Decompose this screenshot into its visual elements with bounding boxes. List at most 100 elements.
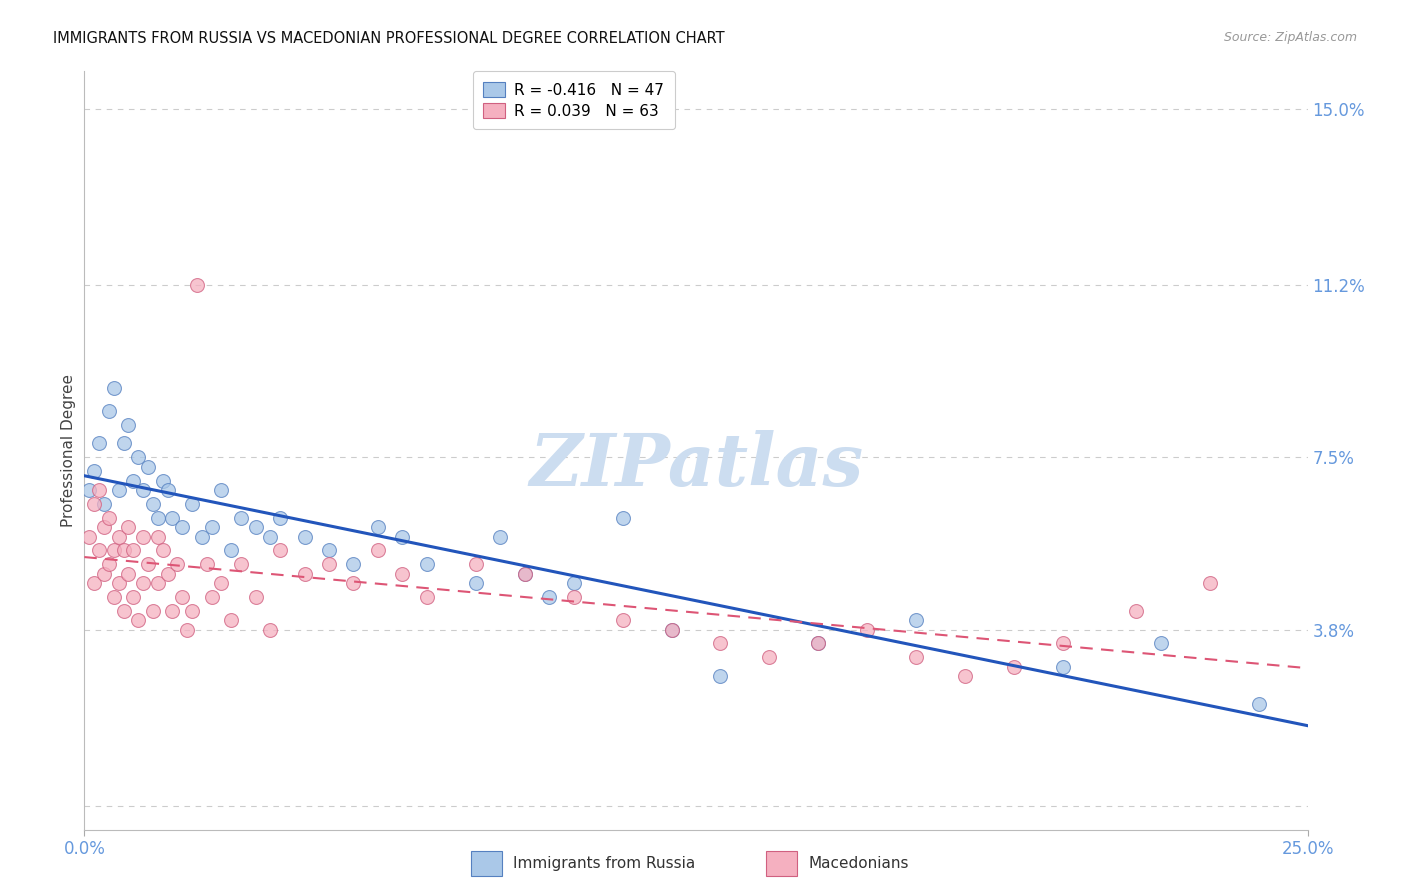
- Point: [186, 278, 208, 293]
- FancyBboxPatch shape: [766, 851, 797, 876]
- Point: [905, 650, 928, 665]
- Point: [146, 511, 169, 525]
- Point: [318, 558, 340, 572]
- Point: [856, 623, 879, 637]
- Point: [1002, 659, 1025, 673]
- Point: [200, 590, 222, 604]
- Point: [513, 566, 536, 581]
- Point: [807, 636, 830, 650]
- Point: [245, 590, 267, 604]
- Point: [132, 576, 155, 591]
- Point: [191, 529, 214, 543]
- Point: [127, 450, 149, 465]
- Point: [513, 566, 536, 581]
- Point: [112, 604, 135, 618]
- Point: [209, 483, 232, 497]
- Point: [489, 529, 512, 543]
- Point: [1150, 636, 1173, 650]
- Point: [562, 590, 585, 604]
- Point: [219, 613, 242, 627]
- Point: [97, 511, 120, 525]
- Point: [83, 497, 105, 511]
- Point: [156, 566, 179, 581]
- Point: [1198, 576, 1220, 591]
- Point: [83, 576, 105, 591]
- Point: [166, 558, 188, 572]
- Point: [416, 558, 439, 572]
- Point: [464, 558, 486, 572]
- Point: [97, 404, 120, 418]
- Point: [103, 543, 125, 558]
- Point: [122, 543, 145, 558]
- Point: [117, 417, 139, 432]
- Point: [87, 436, 110, 450]
- Text: Macedonians: Macedonians: [808, 856, 908, 871]
- Point: [136, 459, 159, 474]
- Y-axis label: Professional Degree: Professional Degree: [60, 374, 76, 527]
- Point: [127, 613, 149, 627]
- Point: [142, 604, 165, 618]
- Point: [1125, 604, 1147, 618]
- Point: [122, 474, 145, 488]
- Point: [181, 604, 204, 618]
- Point: [136, 558, 159, 572]
- Point: [269, 511, 291, 525]
- Point: [162, 604, 184, 618]
- Point: [107, 529, 129, 543]
- Point: [152, 543, 174, 558]
- Point: [758, 650, 780, 665]
- Point: [229, 511, 252, 525]
- Point: [176, 623, 198, 637]
- Point: [612, 613, 634, 627]
- Point: [93, 520, 115, 534]
- Point: [612, 511, 634, 525]
- Point: [709, 669, 731, 683]
- Point: [562, 576, 585, 591]
- Point: [172, 590, 194, 604]
- Point: [259, 623, 281, 637]
- Point: [93, 566, 115, 581]
- Point: [464, 576, 486, 591]
- Point: [77, 529, 100, 543]
- Text: IMMIGRANTS FROM RUSSIA VS MACEDONIAN PROFESSIONAL DEGREE CORRELATION CHART: IMMIGRANTS FROM RUSSIA VS MACEDONIAN PRO…: [53, 31, 725, 46]
- Point: [146, 576, 169, 591]
- Point: [172, 520, 194, 534]
- Point: [367, 543, 389, 558]
- Point: [152, 474, 174, 488]
- Point: [294, 529, 316, 543]
- Point: [318, 543, 340, 558]
- Point: [103, 381, 125, 395]
- Point: [87, 483, 110, 497]
- Text: Source: ZipAtlas.com: Source: ZipAtlas.com: [1223, 31, 1357, 45]
- Point: [122, 590, 145, 604]
- Point: [1247, 697, 1270, 711]
- Point: [661, 623, 683, 637]
- Point: [391, 566, 413, 581]
- Point: [538, 590, 561, 604]
- Point: [146, 529, 169, 543]
- Point: [367, 520, 389, 534]
- Point: [342, 558, 364, 572]
- Point: [162, 511, 184, 525]
- Point: [117, 566, 139, 581]
- Point: [953, 669, 976, 683]
- Point: [77, 483, 100, 497]
- FancyBboxPatch shape: [471, 851, 502, 876]
- Point: [229, 558, 252, 572]
- Point: [87, 543, 110, 558]
- Point: [107, 483, 129, 497]
- Point: [132, 483, 155, 497]
- Point: [209, 576, 232, 591]
- Point: [709, 636, 731, 650]
- Point: [97, 558, 120, 572]
- Point: [416, 590, 439, 604]
- Point: [83, 464, 105, 478]
- Point: [905, 613, 928, 627]
- Point: [219, 543, 242, 558]
- Point: [132, 529, 155, 543]
- Point: [156, 483, 179, 497]
- Point: [93, 497, 115, 511]
- Point: [294, 566, 316, 581]
- Point: [181, 497, 204, 511]
- Point: [269, 543, 291, 558]
